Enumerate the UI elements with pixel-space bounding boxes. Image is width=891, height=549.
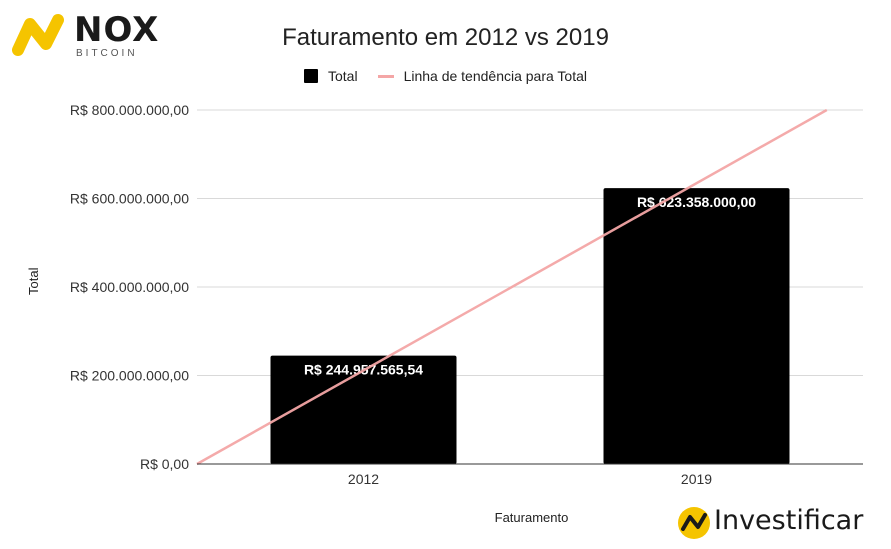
y-axis-title: Total [26,267,41,295]
x-axis-title: Faturamento [494,510,569,525]
nox-wordmark: NOX [74,10,160,50]
legend-swatch-total [303,69,318,83]
y-tick-label: R$ 400.000.000,00 [70,279,189,295]
chart-title: Faturamento em 2012 vs 2019 [282,24,609,51]
trendline [196,108,828,466]
y-tick-label: R$ 200.000.000,00 [70,368,189,384]
legend-swatch-trend [377,74,394,78]
chart-legend: Total Linha de tendência para Total [0,68,891,84]
nox-bitcoin-logo: NOX BITCOIN [12,10,158,66]
legend-item-trend: Linha de tendência para Total [377,68,588,84]
legend-item-total: Total [303,68,358,84]
bar [603,188,790,465]
x-tick-label: 2012 [348,471,379,487]
investificar-logo: Investificar [676,505,886,545]
x-tick-label: 2019 [681,471,712,487]
nox-subtitle: BITCOIN [76,48,138,59]
y-tick-label: R$ 800.000.000,00 [70,102,189,118]
legend-label-total: Total [327,68,358,84]
y-tick-label: R$ 600.000.000,00 [70,191,189,207]
bar [270,355,457,464]
investificar-mark-icon [678,507,710,539]
investificar-wordmark: Investificar [714,505,864,536]
nox-mark-icon [12,14,64,56]
y-tick-label: R$ 0,00 [140,456,189,472]
data-label: R$ 623.358.000,00 [637,194,756,210]
legend-label-trend: Linha de tendência para Total [403,68,588,84]
